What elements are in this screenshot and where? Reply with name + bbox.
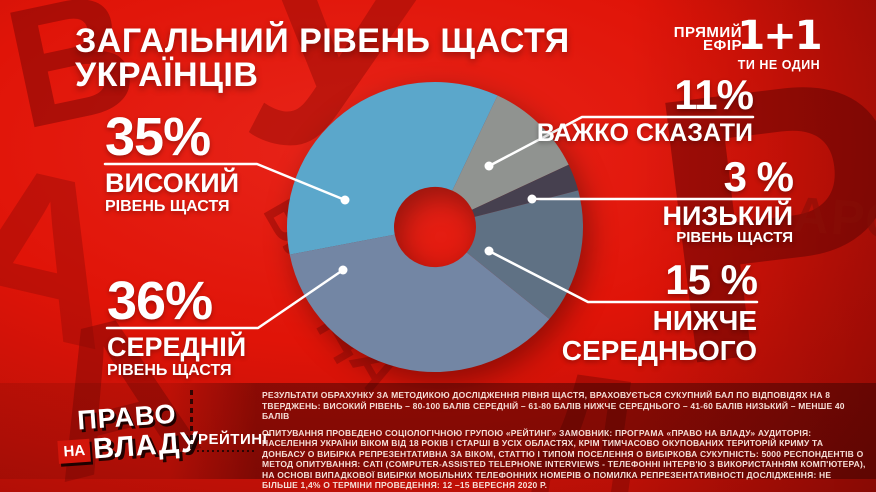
show-logo-bottom: ВЛАДУ — [91, 426, 201, 466]
callout-medium-label: СЕРЕДНІЙ — [107, 332, 247, 362]
leader-dot-hard-to-say — [484, 161, 494, 171]
callout-high-sublabel: РІВЕНЬ ЩАСТЯ — [105, 198, 230, 215]
leader-dot-high — [340, 195, 350, 205]
callout-hard-to-say: 11% ВАЖКО СКАЗАТИ — [523, 71, 754, 147]
callout-medium-value: 36% — [107, 271, 213, 331]
donut-chart — [287, 81, 583, 373]
leader-line-high — [103, 162, 347, 202]
callout-hard-to-say-value: 11% — [674, 71, 754, 118]
live-badge: ПРЯМИЙ ЕФІР — [673, 24, 742, 54]
channel-tagline: ТИ НЕ ОДИН — [737, 58, 821, 72]
methodology-paragraph-2: ОПИТУВАННЯ ПРОВЕДЕНО СОЦІОЛОГІЧНОЮ ГРУПО… — [262, 427, 866, 491]
channel-branding: 1+1 ТИ НЕ ОДИН — [734, 14, 824, 72]
pie-slice-low — [472, 164, 579, 217]
callout-low-level: 3 % НИЗЬКИЙ РІВЕНЬ ЩАСТЯ — [583, 153, 794, 246]
live-badge-line2: ЕФІР — [703, 37, 742, 54]
leader-dot-low — [527, 194, 537, 204]
source-label-underline — [197, 450, 255, 452]
pie-slice-hard_to_say — [452, 95, 569, 210]
callout-high-label: ВИСОКИЙ — [105, 168, 240, 198]
callout-below-average: 15 % НИЖЧЕ СЕРЕДНЬОГО — [527, 256, 758, 366]
leader-dot-below-average — [484, 246, 494, 256]
callout-low-sublabel: РІВЕНЬ ЩАСТЯ — [676, 229, 793, 246]
methodology-paragraph-1: РЕЗУЛЬТАТИ ОБРАХУНКУ ЗА МЕТОДИКОЮ ДОСЛІД… — [262, 390, 845, 421]
leader-line-medium — [105, 268, 345, 330]
show-logo-na-box: НА — [57, 438, 91, 464]
pie-slice-medium — [289, 234, 550, 373]
leader-line-hard-to-say — [487, 115, 755, 168]
footer-divider-dashes — [190, 390, 193, 450]
callout-medium-level: 36% СЕРЕДНІЙ РІВЕНЬ ЩАСТЯ — [107, 274, 282, 379]
callout-below-average-value: 15 % — [665, 256, 758, 303]
source-label: РЕЙТИНГ — [198, 431, 272, 448]
callout-low-value: 3 % — [723, 153, 794, 200]
live-badge-line1: ПРЯМИЙ — [673, 24, 742, 41]
callout-low-label: НИЗЬКИЙ — [662, 201, 793, 231]
callout-hard-to-say-label: ВАЖКО СКАЗАТИ — [536, 119, 753, 147]
methodology-text: РЕЗУЛЬТАТИ ОБРАХУНКУ ЗА МЕТОДИКОЮ ДОСЛІД… — [262, 390, 868, 491]
pie-slice-high — [287, 81, 498, 255]
callout-high-value: 35% — [105, 107, 211, 167]
page-title: ЗАГАЛЬНИЙ РІВЕНЬ ЩАСТЯ УКРАЇНЦІВ — [75, 22, 570, 94]
callout-medium-sublabel: РІВЕНЬ ЩАСТЯ — [107, 362, 232, 379]
leader-dot-medium — [338, 265, 348, 275]
leader-line-below-average — [487, 249, 759, 304]
show-logo-pravo-na-vladu: ПРАВО НА ВЛАДУ — [56, 399, 201, 467]
callout-high-level: 35% ВИСОКИЙ РІВЕНЬ ЩАСТЯ — [105, 110, 280, 215]
channel-logo-1plus1: 1+1 — [737, 13, 822, 59]
pie-slice-below_average — [466, 190, 583, 320]
callout-below-average-sublabel: СЕРЕДНЬОГО — [561, 335, 757, 366]
callout-below-average-label: НИЖЧЕ — [652, 305, 757, 336]
footer-band — [0, 383, 876, 479]
